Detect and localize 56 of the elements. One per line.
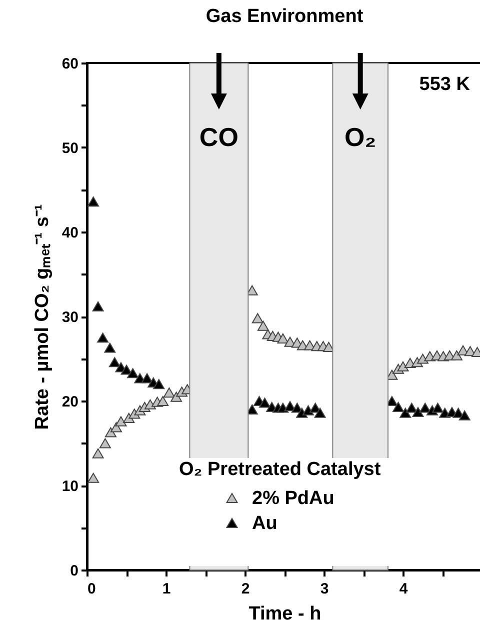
point bbox=[104, 342, 116, 353]
point bbox=[141, 373, 153, 384]
point bbox=[108, 357, 120, 368]
x-tick-label: 1 bbox=[162, 580, 171, 598]
annotation: 553 K bbox=[419, 74, 470, 95]
y-tick-label: 50 bbox=[62, 140, 78, 157]
point bbox=[302, 405, 314, 416]
point bbox=[417, 354, 428, 364]
point bbox=[400, 408, 412, 418]
x-tick-label: 0 bbox=[88, 580, 96, 598]
point bbox=[97, 332, 109, 343]
point bbox=[153, 379, 165, 390]
point bbox=[120, 364, 132, 375]
point bbox=[412, 406, 424, 418]
point bbox=[314, 408, 326, 418]
y-axis-title: Rate - µmol CO₂ gₘₑₜ⁻¹ s⁻¹ bbox=[32, 204, 53, 430]
point bbox=[277, 333, 289, 344]
point bbox=[450, 350, 462, 360]
point bbox=[163, 388, 175, 398]
y-tick-label: 40 bbox=[62, 224, 78, 242]
point bbox=[252, 313, 264, 324]
point bbox=[259, 398, 270, 408]
y-tick-label: 10 bbox=[62, 478, 78, 495]
point bbox=[115, 416, 127, 426]
point bbox=[127, 368, 139, 378]
x-tick-label: 2 bbox=[241, 580, 250, 598]
point bbox=[277, 402, 289, 413]
point bbox=[92, 301, 104, 312]
point bbox=[458, 410, 470, 420]
x-axis-title: Time - h bbox=[248, 604, 322, 624]
y-tick-label: 20 bbox=[62, 394, 78, 410]
point bbox=[170, 392, 182, 402]
y-tick-label: 30 bbox=[62, 309, 78, 326]
legend-label: Au bbox=[252, 513, 278, 534]
chart-title: Gas Environment bbox=[206, 6, 364, 27]
point bbox=[88, 472, 100, 483]
x-tick-label: 3 bbox=[320, 580, 329, 598]
point bbox=[397, 361, 409, 372]
point bbox=[157, 396, 169, 406]
y-tick-label: 60 bbox=[62, 56, 78, 72]
y-tick-label: 0 bbox=[70, 562, 78, 580]
point bbox=[419, 402, 431, 413]
point bbox=[104, 427, 116, 438]
point bbox=[406, 402, 418, 413]
point bbox=[432, 402, 444, 413]
band-label: O₂ bbox=[344, 122, 376, 152]
legend-label: 2% PdAu bbox=[252, 488, 334, 509]
band-label: CO bbox=[199, 122, 238, 152]
point bbox=[257, 320, 269, 331]
point bbox=[144, 399, 156, 410]
point bbox=[99, 438, 111, 448]
point bbox=[92, 448, 104, 458]
legend-title: O₂ Pretreated Catalyst bbox=[179, 459, 382, 480]
x-tick-label: 4 bbox=[399, 580, 408, 598]
point bbox=[88, 196, 100, 207]
point bbox=[392, 402, 404, 412]
